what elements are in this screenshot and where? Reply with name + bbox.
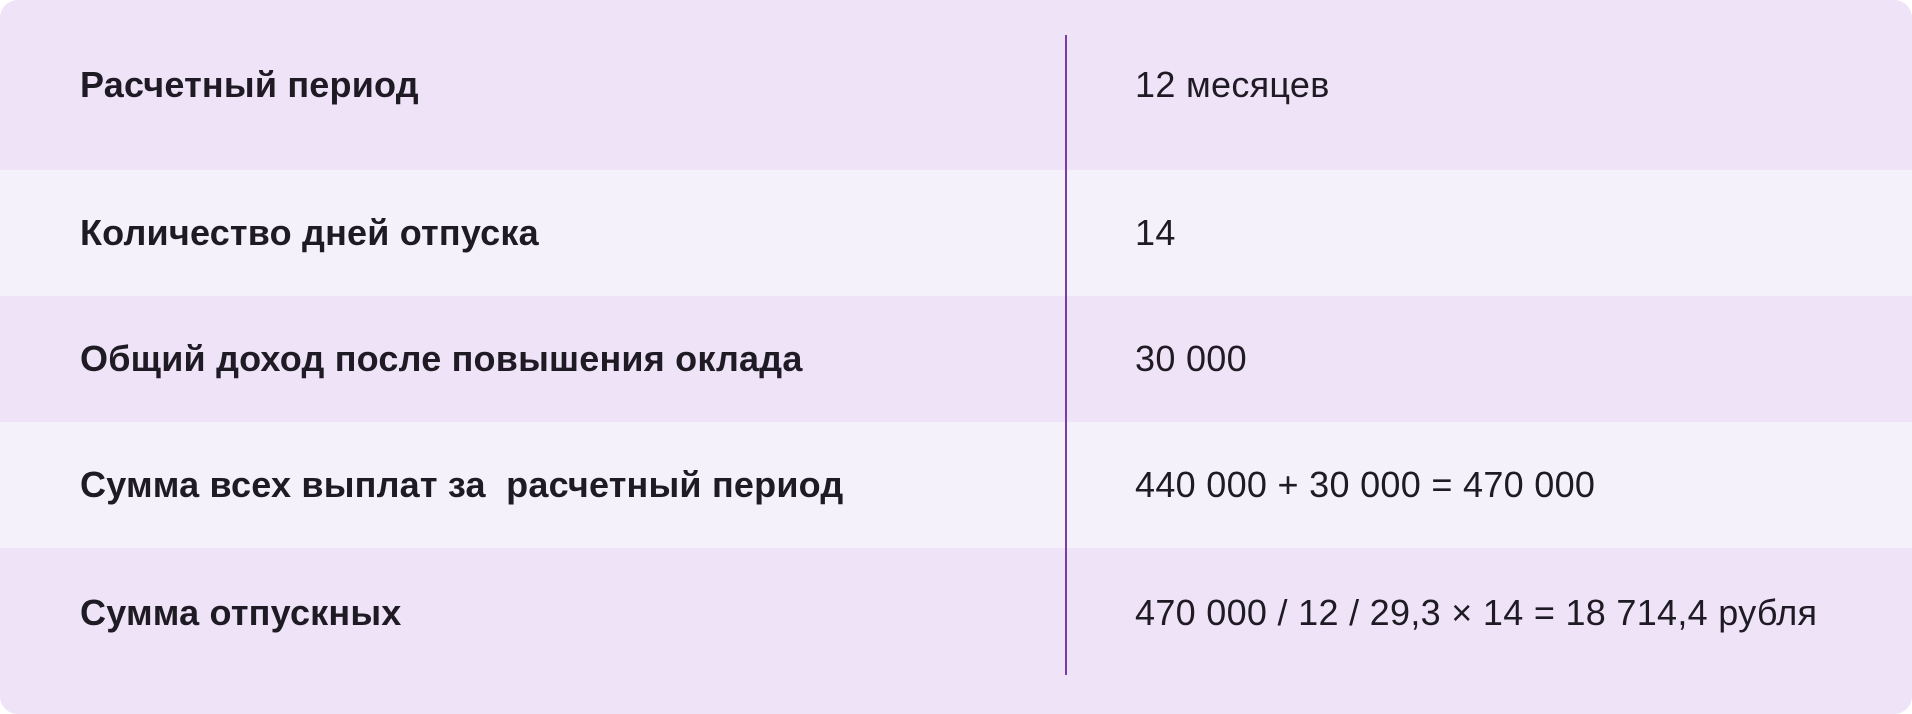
table-row: Сумма отпускных 470 000 / 12 / 29,3 × 14…: [0, 548, 1912, 714]
row-value: 30 000: [1135, 338, 1247, 379]
row-label: Сумма отпускных: [80, 592, 402, 633]
table-row: Сумма всех выплат за расчетный период 44…: [0, 422, 1912, 548]
table-row: Общий доход после повышения оклада 30 00…: [0, 296, 1912, 422]
table-row: Расчетный период 12 месяцев: [0, 0, 1912, 170]
row-value: 14: [1135, 212, 1176, 253]
row-label: Количество дней отпуска: [80, 212, 539, 253]
row-label: Сумма всех выплат за расчетный период: [80, 464, 844, 505]
row-value: 470 000 / 12 / 29,3 × 14 = 18 714,4 рубл…: [1135, 592, 1818, 633]
table-row: Количество дней отпуска 14: [0, 170, 1912, 296]
row-value: 440 000 + 30 000 = 470 000: [1135, 464, 1596, 505]
row-value: 12 месяцев: [1135, 64, 1330, 105]
column-divider: [1065, 35, 1067, 675]
row-label: Расчетный период: [80, 64, 419, 105]
row-label: Общий доход после повышения оклада: [80, 338, 803, 379]
